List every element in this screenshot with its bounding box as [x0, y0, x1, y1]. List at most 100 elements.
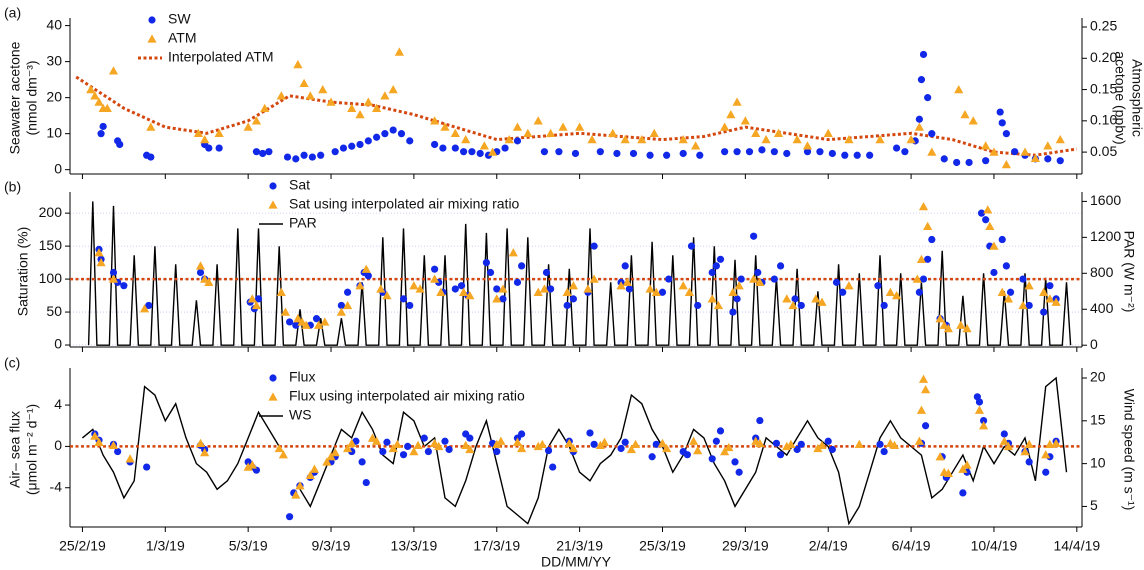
data-point: [347, 438, 357, 447]
data-point: [383, 438, 391, 446]
data-point: [844, 281, 854, 290]
legend-marker: [148, 16, 156, 24]
data-point: [880, 301, 888, 310]
legend-marker: [268, 200, 278, 209]
data-point: [599, 437, 610, 446]
data-point: [734, 281, 744, 290]
y-tick-label: 200: [39, 204, 63, 220]
data-point: [693, 445, 703, 455]
data-point: [713, 300, 724, 310]
data-point: [283, 153, 292, 161]
data-point: [482, 258, 491, 267]
data-point: [336, 307, 346, 316]
data-point: [348, 142, 356, 150]
data-point: [94, 437, 104, 446]
data-point: [251, 116, 262, 125]
data-point: [965, 158, 973, 167]
data-point: [409, 446, 419, 456]
data-point: [441, 437, 449, 445]
y-tick-label: 100: [39, 270, 63, 286]
data-point: [430, 116, 440, 125]
x-tick-label: 29/3/19: [722, 538, 769, 554]
data-point: [339, 144, 348, 152]
data-point: [356, 140, 364, 149]
y-axis-label: Air– sea flux: [7, 411, 23, 488]
data-point: [943, 323, 953, 333]
data-point: [751, 128, 761, 138]
data-point: [783, 149, 791, 158]
data-point: [1043, 141, 1053, 150]
data-point: [544, 446, 553, 455]
data-point: [630, 439, 641, 449]
data-point: [299, 78, 309, 87]
data-point: [372, 103, 382, 113]
data-point: [756, 416, 764, 425]
legend-label: PAR: [289, 215, 317, 231]
y2-tick-label: 0.15: [1090, 80, 1117, 96]
data-point: [651, 287, 661, 296]
data-point: [476, 149, 484, 158]
data-point: [912, 274, 922, 283]
data-point: [735, 468, 743, 476]
data-point: [646, 151, 654, 159]
data-point: [388, 84, 398, 94]
data-point: [811, 294, 821, 303]
data-point: [569, 295, 578, 303]
data-point: [982, 216, 990, 224]
data-point: [953, 158, 961, 167]
data-point: [300, 151, 308, 159]
data-point: [828, 149, 836, 158]
x-tick-label: 1/3/19: [146, 538, 185, 554]
data-point: [465, 290, 475, 300]
y2-tick-label: 15: [1090, 412, 1106, 428]
panel-label: (a): [4, 5, 21, 21]
data-point: [694, 301, 702, 310]
data-point: [720, 122, 730, 131]
data-point: [295, 481, 305, 490]
data-point: [320, 317, 330, 326]
data-point: [649, 128, 659, 138]
data-point: [260, 103, 270, 113]
data-point: [274, 443, 284, 453]
data-point: [684, 287, 695, 296]
data-point: [465, 444, 475, 454]
data-point: [802, 141, 813, 150]
data-point: [1042, 468, 1050, 476]
data-point: [625, 285, 633, 293]
legend-label: Sat using interpolated air mixing ratio: [289, 196, 520, 212]
data-point: [252, 148, 261, 156]
data-point: [691, 141, 701, 150]
data-point: [546, 128, 556, 138]
data-point: [617, 444, 625, 453]
y2-tick-label: 20: [1090, 369, 1106, 385]
data-point: [97, 130, 105, 138]
data-point: [977, 209, 986, 217]
data-point: [761, 134, 771, 144]
data-point: [1020, 147, 1030, 156]
data-point: [915, 115, 923, 123]
data-point: [518, 430, 526, 438]
data-point: [215, 144, 223, 152]
data-point: [344, 288, 352, 296]
y2-tick-label: 0.20: [1090, 49, 1117, 65]
data-point: [292, 155, 300, 163]
data-point: [731, 458, 739, 466]
data-point: [86, 84, 96, 94]
data-point: [921, 422, 930, 430]
data-point: [409, 281, 419, 290]
data-point: [1025, 301, 1033, 310]
data-point: [791, 295, 799, 303]
data-point: [301, 320, 311, 329]
data-point: [265, 148, 273, 156]
data-point: [99, 122, 107, 131]
data-point: [280, 307, 291, 316]
y-tick-label: 30: [46, 52, 62, 68]
data-point: [372, 436, 382, 445]
data-point: [823, 128, 833, 138]
data-point: [733, 295, 741, 303]
data-point: [645, 284, 655, 293]
data-point: [247, 460, 257, 469]
x-tick-label: 25/2/19: [59, 538, 106, 554]
data-point: [214, 128, 224, 138]
data-point: [450, 128, 460, 138]
